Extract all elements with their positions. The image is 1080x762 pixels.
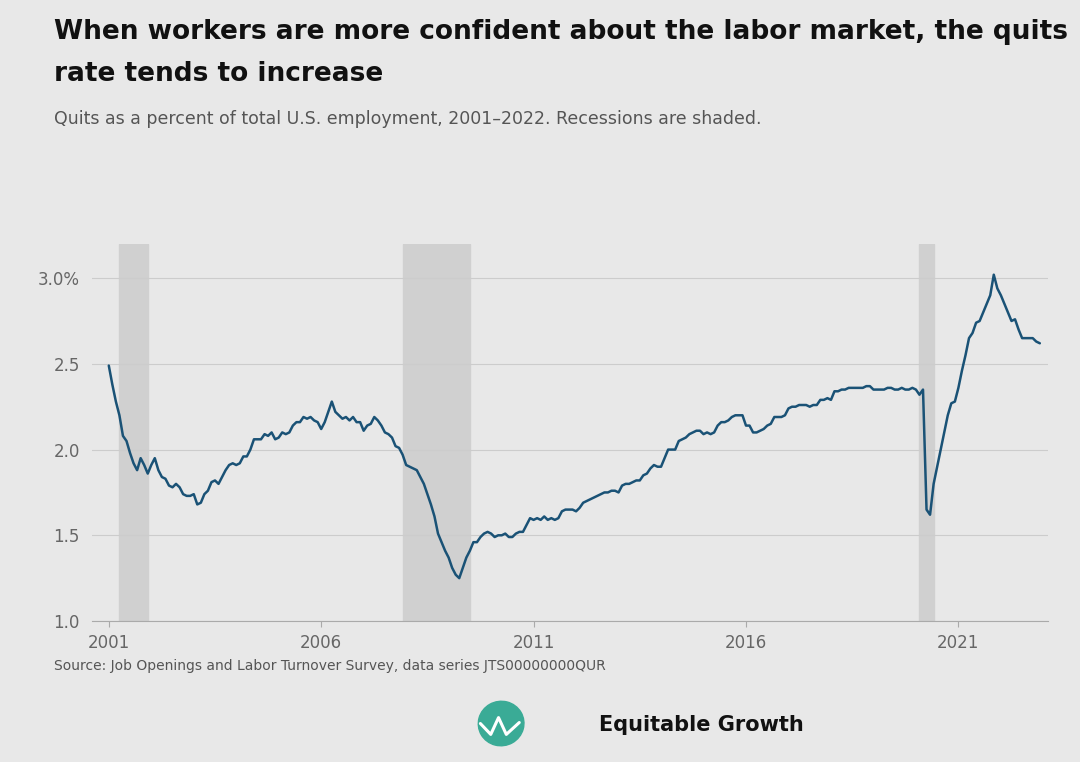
Text: When workers are more confident about the labor market, the quits: When workers are more confident about th… [54,19,1068,45]
Bar [403,244,470,621]
Text: rate tends to increase: rate tends to increase [54,61,383,87]
Text: Equitable Growth: Equitable Growth [599,716,805,735]
Text: Quits as a percent of total U.S. employment, 2001–2022. Recessions are shaded.: Quits as a percent of total U.S. employm… [54,110,761,129]
Bar [120,244,148,621]
Text: Source: Job Openings and Labor Turnover Survey, data series JTS00000000QUR: Source: Job Openings and Labor Turnover … [54,659,606,673]
Bar [919,244,933,621]
Ellipse shape [478,701,524,746]
